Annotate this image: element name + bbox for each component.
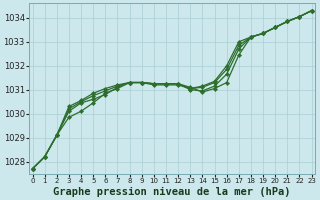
X-axis label: Graphe pression niveau de la mer (hPa): Graphe pression niveau de la mer (hPa): [53, 186, 291, 197]
